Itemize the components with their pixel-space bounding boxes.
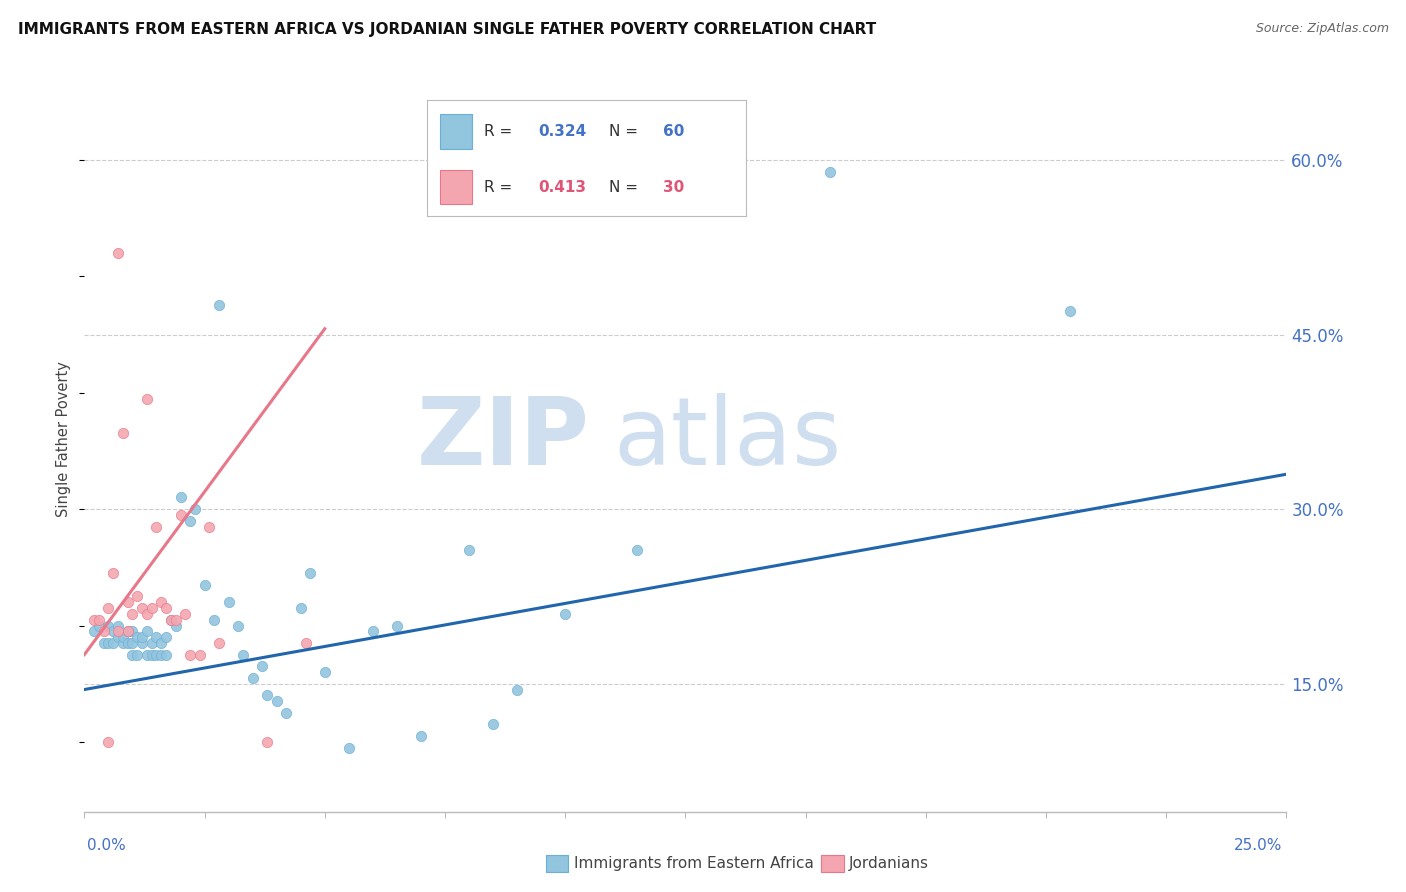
Text: 25.0%: 25.0% bbox=[1234, 838, 1282, 853]
Text: Jordanians: Jordanians bbox=[849, 856, 929, 871]
Point bbox=[818, 164, 841, 178]
Point bbox=[97, 636, 120, 650]
Point bbox=[266, 694, 288, 708]
Point bbox=[202, 613, 225, 627]
Point bbox=[141, 601, 163, 615]
Point bbox=[232, 648, 254, 662]
Point bbox=[145, 630, 167, 644]
Point bbox=[169, 508, 191, 522]
Point bbox=[131, 636, 153, 650]
Point bbox=[155, 601, 177, 615]
Point bbox=[179, 648, 201, 662]
Point bbox=[361, 624, 384, 639]
Point bbox=[103, 636, 125, 650]
Point bbox=[135, 648, 157, 662]
Point bbox=[131, 601, 153, 615]
Point bbox=[290, 601, 312, 615]
Point bbox=[155, 630, 177, 644]
Point bbox=[160, 613, 183, 627]
Point bbox=[179, 514, 201, 528]
Point bbox=[111, 636, 134, 650]
Point bbox=[117, 624, 139, 639]
Point bbox=[160, 613, 183, 627]
Point bbox=[150, 595, 173, 609]
Point bbox=[107, 618, 129, 632]
Point bbox=[145, 648, 167, 662]
Point bbox=[103, 624, 125, 639]
Point bbox=[135, 392, 157, 406]
Point bbox=[276, 706, 298, 720]
Text: Source: ZipAtlas.com: Source: ZipAtlas.com bbox=[1256, 22, 1389, 36]
Point bbox=[135, 607, 157, 621]
Point bbox=[174, 607, 197, 621]
Point bbox=[103, 566, 125, 581]
Point bbox=[141, 636, 163, 650]
Point bbox=[87, 613, 110, 627]
Point bbox=[121, 624, 143, 639]
Point bbox=[169, 491, 191, 505]
Point bbox=[127, 630, 149, 644]
Point bbox=[150, 636, 173, 650]
Point bbox=[165, 618, 187, 632]
Point bbox=[117, 595, 139, 609]
Point bbox=[117, 636, 139, 650]
Y-axis label: Single Father Poverty: Single Father Poverty bbox=[56, 361, 72, 517]
Point bbox=[97, 735, 120, 749]
Point bbox=[155, 648, 177, 662]
Point bbox=[150, 648, 173, 662]
Point bbox=[188, 648, 211, 662]
Point bbox=[127, 648, 149, 662]
Point bbox=[87, 618, 110, 632]
Point bbox=[218, 595, 240, 609]
Point bbox=[314, 665, 336, 679]
Point bbox=[482, 717, 505, 731]
Point bbox=[117, 624, 139, 639]
Point bbox=[409, 729, 432, 743]
Point bbox=[256, 689, 278, 703]
Text: 0.0%: 0.0% bbox=[87, 838, 127, 853]
Point bbox=[337, 740, 360, 755]
Point bbox=[226, 618, 249, 632]
Point bbox=[131, 630, 153, 644]
Point bbox=[299, 566, 322, 581]
Point bbox=[506, 682, 529, 697]
Text: ZIP: ZIP bbox=[416, 393, 589, 485]
Point bbox=[145, 519, 167, 533]
Point bbox=[135, 624, 157, 639]
Point bbox=[107, 246, 129, 260]
Point bbox=[121, 648, 143, 662]
Point bbox=[554, 607, 576, 621]
Point bbox=[626, 542, 648, 557]
Point bbox=[294, 636, 316, 650]
Point bbox=[121, 607, 143, 621]
Point bbox=[208, 298, 231, 312]
Point bbox=[83, 613, 105, 627]
Point bbox=[242, 671, 264, 685]
Point bbox=[1059, 304, 1081, 318]
Point bbox=[458, 542, 481, 557]
Point bbox=[83, 624, 105, 639]
Point bbox=[111, 630, 134, 644]
Text: IMMIGRANTS FROM EASTERN AFRICA VS JORDANIAN SINGLE FATHER POVERTY CORRELATION CH: IMMIGRANTS FROM EASTERN AFRICA VS JORDAN… bbox=[18, 22, 876, 37]
Point bbox=[194, 578, 217, 592]
Point bbox=[107, 630, 129, 644]
Point bbox=[127, 590, 149, 604]
Point bbox=[97, 618, 120, 632]
Text: Immigrants from Eastern Africa: Immigrants from Eastern Africa bbox=[574, 856, 814, 871]
Point bbox=[165, 613, 187, 627]
Point bbox=[107, 624, 129, 639]
Point bbox=[93, 636, 115, 650]
Point bbox=[184, 502, 207, 516]
Point bbox=[141, 648, 163, 662]
Point bbox=[93, 624, 115, 639]
Point bbox=[252, 659, 274, 673]
Point bbox=[121, 636, 143, 650]
Point bbox=[198, 519, 221, 533]
Point bbox=[111, 426, 134, 441]
Point bbox=[97, 601, 120, 615]
Point bbox=[256, 735, 278, 749]
Point bbox=[385, 618, 408, 632]
Text: atlas: atlas bbox=[613, 393, 842, 485]
Point bbox=[208, 636, 231, 650]
